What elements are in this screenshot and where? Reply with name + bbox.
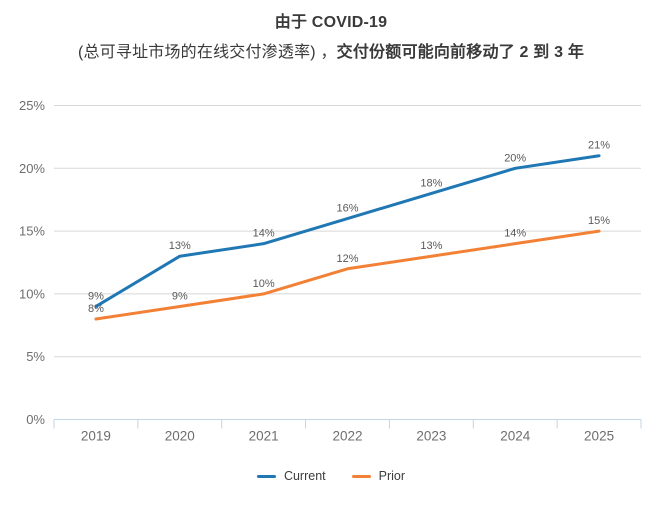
y-axis-tick-label: 0%: [26, 412, 45, 427]
chart-title-line2: (总可寻址市场的在线交付渗透率) ，交付份额可能向前移动了 2 到 3 年: [0, 38, 662, 68]
x-axis-tick-label: 2021: [249, 429, 279, 444]
data-label-prior: 12%: [336, 253, 358, 265]
data-label-current: 9%: [88, 290, 104, 302]
chart-title: 由于 COVID-19 (总可寻址市场的在线交付渗透率) ，交付份额可能向前移动…: [0, 8, 662, 68]
data-label-current: 14%: [253, 228, 275, 240]
y-axis-tick-label: 15%: [19, 224, 45, 239]
data-label-current: 20%: [504, 152, 526, 164]
y-axis-tick-label: 25%: [19, 98, 45, 113]
data-label-current: 16%: [336, 203, 358, 215]
chart-subtitle-regular-part: (总可寻址市场的在线交付渗透率) ，: [77, 44, 337, 61]
data-label-current: 13%: [169, 240, 191, 252]
data-label-prior: 14%: [504, 228, 526, 240]
chart-title-line1: 由于 COVID-19: [274, 14, 388, 31]
legend-label-prior: Prior: [378, 469, 406, 483]
series-line-prior: [94, 229, 601, 321]
legend-label-current: Current: [283, 469, 326, 483]
x-axis-tick-label: 2023: [416, 429, 446, 444]
data-label-current: 21%: [588, 140, 610, 152]
legend-item-prior[interactable]: Prior: [351, 469, 406, 483]
data-label-prior: 15%: [588, 215, 610, 227]
chart-legend: Current Prior: [0, 469, 662, 483]
data-label-prior: 8%: [88, 303, 104, 315]
y-axis-tick-label: 20%: [19, 161, 45, 176]
legend-swatch-prior: [351, 474, 371, 478]
x-axis-tick-label: 2024: [500, 429, 531, 444]
x-axis-tick-label: 2019: [81, 429, 111, 444]
line-chart-plot-area: 0% 5% 10% 15% 20% 25% 2019 2020 2021 2022 2023 2024…: [19, 98, 642, 444]
x-axis-tick-label: 2025: [584, 429, 614, 444]
y-axis-tick-label: 5%: [26, 349, 45, 364]
data-label-prior: 13%: [420, 240, 442, 252]
y-axis-tick-label: 10%: [19, 286, 45, 301]
series-line-current: [94, 154, 601, 308]
legend-item-current[interactable]: Current: [256, 469, 326, 483]
data-label-current: 18%: [420, 177, 442, 189]
x-axis-tick-label: 2022: [332, 429, 362, 444]
data-label-prior: 10%: [253, 278, 275, 290]
chart-subtitle-bold-part: 交付份额可能向前移动了 2 到 3 年: [336, 44, 585, 61]
x-axis-tick-label: 2020: [165, 429, 195, 444]
data-label-prior: 9%: [172, 290, 188, 302]
legend-swatch-current: [256, 474, 276, 478]
